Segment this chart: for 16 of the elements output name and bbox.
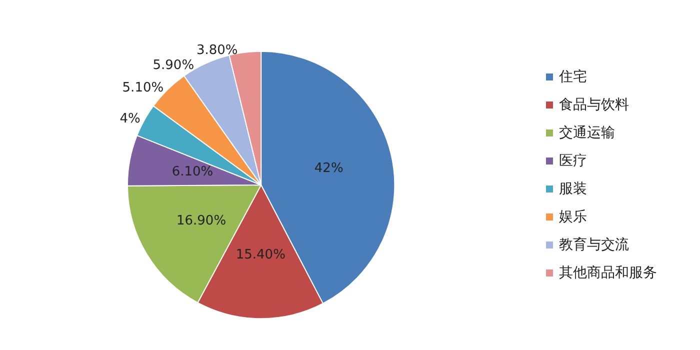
data-label: 3.80% bbox=[196, 42, 238, 58]
legend-label: 娱乐 bbox=[559, 209, 587, 225]
data-label: 42% bbox=[314, 160, 344, 176]
data-label: 15.40% bbox=[236, 247, 286, 262]
legend-label: 交通运输 bbox=[559, 125, 615, 141]
legend-label: 住宅 bbox=[558, 69, 587, 85]
data-label: 16.90% bbox=[176, 214, 226, 228]
data-label: 5.10% bbox=[122, 80, 164, 96]
legend-label: 其他商品和服务 bbox=[559, 265, 657, 281]
legend-label: 服装 bbox=[559, 181, 587, 197]
legend-label: 食品与饮料 bbox=[559, 97, 629, 113]
data-label: 4% bbox=[120, 112, 140, 127]
data-label: 5.90% bbox=[152, 58, 194, 73]
data-label: 6.10% bbox=[172, 164, 214, 180]
legend-label: 教育与交流 bbox=[559, 236, 629, 253]
legend-label: 医疗 bbox=[559, 153, 587, 169]
